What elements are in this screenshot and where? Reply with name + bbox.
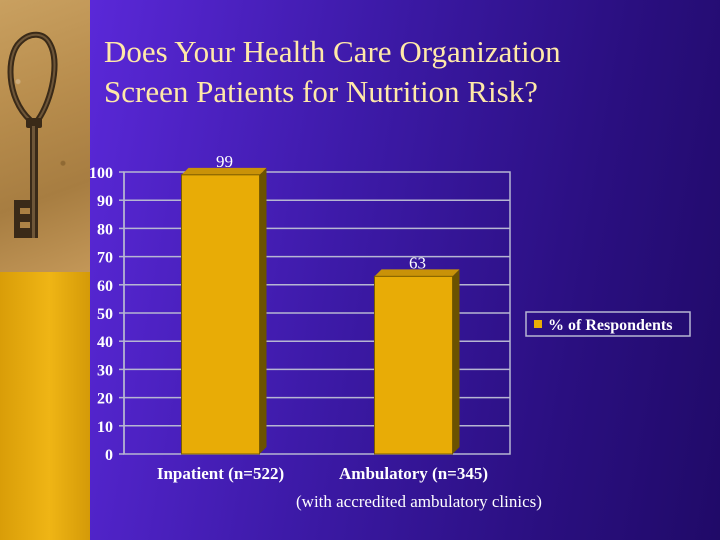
y-tick-label: 80 — [97, 221, 113, 238]
y-tick-label: 30 — [97, 362, 113, 379]
bars — [181, 167, 460, 455]
bar-side — [259, 167, 267, 454]
bar — [181, 167, 267, 455]
x-tick-label: Inpatient (n=522) — [157, 464, 284, 483]
bar-front — [374, 275, 453, 455]
bar — [374, 269, 460, 455]
title-line-2: Screen Patients for Nutrition Risk? — [104, 74, 538, 109]
bar-top — [181, 167, 267, 175]
bar-side — [452, 269, 460, 454]
y-tick-label: 50 — [97, 306, 113, 323]
legend-swatch — [534, 320, 542, 328]
y-tick-label: 40 — [97, 334, 113, 351]
y-tick-label: 0 — [105, 447, 113, 464]
footnote: (with accredited ambulatory clinics) — [296, 492, 542, 511]
slide-title: Does Your Health Care Organization Scree… — [104, 32, 704, 112]
y-tick-labels: 0 10 20 30 40 50 60 70 80 90 100 — [89, 165, 124, 464]
key-photo — [0, 0, 90, 272]
x-tick-labels: Inpatient (n=522) Ambulatory (n=345) — [157, 464, 488, 483]
y-tick-label: 90 — [97, 193, 113, 210]
bar-top — [374, 269, 460, 277]
legend-box — [525, 311, 691, 337]
bar-data-labels: 99 63 — [216, 152, 426, 273]
y-tick-label: 20 — [97, 391, 113, 408]
bar-front — [181, 174, 260, 455]
y-tick-label: 70 — [97, 250, 113, 267]
legend-label: % of Respondents — [548, 317, 672, 334]
y-tick-label: 10 — [97, 419, 113, 436]
key-icon — [7, 31, 58, 238]
y-tick-label: 60 — [97, 278, 113, 295]
bar-data-label: 99 — [216, 152, 233, 171]
y-tick-label: 100 — [89, 165, 113, 182]
title-line-1: Does Your Health Care Organization — [104, 34, 561, 69]
bar-data-label: 63 — [409, 253, 426, 272]
x-tick-label: Ambulatory (n=345) — [339, 464, 488, 483]
legend: % of Respondents — [525, 311, 691, 337]
